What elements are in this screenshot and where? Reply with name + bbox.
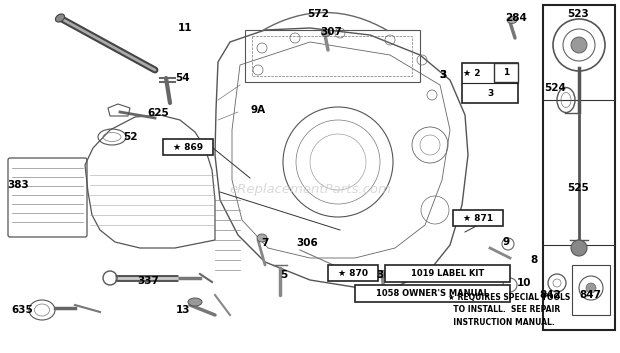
FancyArrowPatch shape bbox=[262, 12, 388, 31]
FancyBboxPatch shape bbox=[328, 265, 378, 281]
Text: 625: 625 bbox=[147, 108, 169, 118]
Text: 525: 525 bbox=[567, 183, 589, 193]
Text: 337: 337 bbox=[137, 276, 159, 286]
Text: 307: 307 bbox=[376, 270, 398, 280]
FancyBboxPatch shape bbox=[462, 63, 518, 103]
Ellipse shape bbox=[378, 270, 388, 277]
Text: 1: 1 bbox=[503, 68, 509, 77]
FancyBboxPatch shape bbox=[543, 5, 615, 330]
Ellipse shape bbox=[55, 14, 64, 22]
Text: 847: 847 bbox=[579, 290, 601, 300]
Text: 1058 OWNER'S MANUAL: 1058 OWNER'S MANUAL bbox=[376, 289, 489, 298]
FancyBboxPatch shape bbox=[163, 139, 213, 155]
Text: 383: 383 bbox=[7, 180, 29, 190]
Text: 9A: 9A bbox=[250, 105, 265, 115]
Ellipse shape bbox=[188, 298, 202, 306]
Text: 284: 284 bbox=[505, 13, 527, 23]
Text: 524: 524 bbox=[544, 83, 566, 93]
FancyBboxPatch shape bbox=[494, 63, 518, 82]
FancyBboxPatch shape bbox=[385, 265, 510, 282]
Text: 54: 54 bbox=[175, 73, 190, 83]
Text: 3: 3 bbox=[440, 70, 446, 80]
Text: eReplacementParts.com: eReplacementParts.com bbox=[229, 184, 391, 197]
Circle shape bbox=[571, 240, 587, 256]
FancyBboxPatch shape bbox=[453, 210, 503, 226]
Ellipse shape bbox=[257, 234, 267, 242]
Text: 842: 842 bbox=[539, 290, 561, 300]
Text: 8: 8 bbox=[530, 255, 538, 265]
Text: 572: 572 bbox=[307, 9, 329, 19]
Text: 5: 5 bbox=[280, 270, 288, 280]
Text: ★ 2: ★ 2 bbox=[463, 68, 480, 78]
Text: ★ REQUIRES SPECIAL TOOLS
  TO INSTALL.  SEE REPAIR
  INSTRUCTION MANUAL.: ★ REQUIRES SPECIAL TOOLS TO INSTALL. SEE… bbox=[448, 293, 570, 327]
FancyBboxPatch shape bbox=[355, 285, 510, 302]
Text: 635: 635 bbox=[11, 305, 33, 315]
Circle shape bbox=[571, 37, 587, 53]
Text: 3: 3 bbox=[487, 89, 493, 97]
Circle shape bbox=[586, 283, 596, 293]
Text: 13: 13 bbox=[175, 305, 190, 315]
Text: 10: 10 bbox=[516, 278, 531, 288]
Text: 306: 306 bbox=[296, 238, 318, 248]
Text: 7: 7 bbox=[261, 238, 268, 248]
Text: ★ 870: ★ 870 bbox=[338, 269, 368, 277]
Text: 307: 307 bbox=[320, 27, 342, 37]
Text: 52: 52 bbox=[123, 132, 137, 142]
Text: ★ 869: ★ 869 bbox=[173, 143, 203, 151]
Text: 11: 11 bbox=[178, 23, 192, 33]
Ellipse shape bbox=[322, 30, 330, 36]
Ellipse shape bbox=[507, 17, 517, 24]
Text: ★ 871: ★ 871 bbox=[463, 214, 493, 222]
Text: 1019 LABEL KIT: 1019 LABEL KIT bbox=[411, 269, 484, 278]
Text: 523: 523 bbox=[567, 9, 589, 19]
Text: 3: 3 bbox=[440, 70, 446, 80]
Text: 9: 9 bbox=[502, 237, 510, 247]
